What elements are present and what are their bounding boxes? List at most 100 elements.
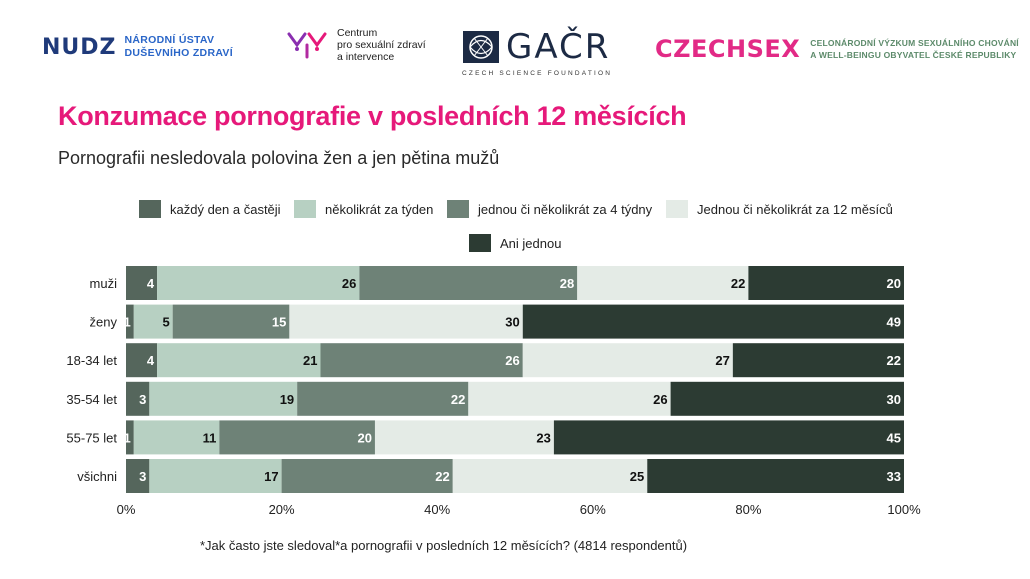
data-label: 30 bbox=[505, 315, 519, 330]
category-label: 35-54 let bbox=[66, 392, 117, 407]
data-label: 28 bbox=[560, 276, 574, 291]
x-tick-label: 80% bbox=[735, 502, 761, 517]
czechsex-logo-text: CELONÁRODNÍ VÝZKUM SEXUÁLNÍHO CHOVÁNÍ A … bbox=[810, 37, 1019, 61]
legend-item: Ani jednou bbox=[469, 234, 561, 252]
legend-label: Ani jednou bbox=[500, 235, 562, 251]
bar-segment bbox=[149, 381, 298, 416]
data-label: 20 bbox=[357, 430, 371, 445]
data-label: 4 bbox=[147, 276, 155, 291]
bar-segment bbox=[157, 266, 360, 300]
bar-segment bbox=[126, 304, 134, 339]
bar-segment bbox=[126, 266, 158, 300]
bar-segment bbox=[297, 381, 469, 416]
data-label: 1 bbox=[124, 315, 131, 330]
x-tick-label: 60% bbox=[580, 502, 606, 517]
category-label: všichni bbox=[77, 469, 117, 484]
czechsex-logo: CZECHSEX CELONÁRODNÍ VÝZKUM SEXUÁLNÍHO C… bbox=[655, 35, 1019, 63]
bar-segment bbox=[748, 266, 904, 300]
legend-item: několikrát za týden bbox=[294, 200, 433, 218]
bar-segment bbox=[289, 304, 523, 339]
nudz-line1: NÁRODNÍ ÚSTAV bbox=[124, 34, 215, 46]
data-label: 11 bbox=[203, 430, 217, 445]
legend-item: každý den a častěji bbox=[139, 200, 281, 218]
bar-segment bbox=[149, 459, 282, 493]
data-label: 5 bbox=[162, 315, 169, 330]
x-tick-label: 40% bbox=[424, 502, 450, 517]
bar-segment bbox=[577, 266, 749, 300]
gacr-logo-icon bbox=[463, 31, 499, 63]
data-label: 3 bbox=[139, 469, 146, 484]
chart-subtitle: Pornografii nesledovala polovina žen a j… bbox=[58, 148, 500, 168]
chart-footnote: *Jak často jste sledoval*a pornografii v… bbox=[200, 538, 688, 553]
bar-segment bbox=[553, 420, 904, 455]
data-label: 23 bbox=[536, 430, 550, 445]
x-tick-label: 0% bbox=[117, 502, 136, 517]
nudz-logo: NUDZ NÁRODNÍ ÚSTAV DUŠEVNÍHO ZDRAVÍ bbox=[42, 34, 233, 60]
logo-strip: NUDZ NÁRODNÍ ÚSTAV DUŠEVNÍHO ZDRAVÍ Cent… bbox=[0, 0, 1030, 90]
legend-swatch bbox=[139, 200, 161, 218]
bar-segment bbox=[468, 381, 671, 416]
data-label: 49 bbox=[887, 315, 901, 330]
gacr-logo-word: GAČR bbox=[506, 27, 611, 67]
bar-segment bbox=[522, 343, 733, 378]
data-label: 20 bbox=[887, 276, 901, 291]
data-label: 33 bbox=[887, 469, 901, 484]
gacr-logo-sub: CZECH SCIENCE FOUNDATION bbox=[462, 70, 613, 77]
czechsex-logo-word: CZECHSEX bbox=[655, 35, 801, 63]
data-label: 15 bbox=[272, 315, 286, 330]
data-label: 26 bbox=[505, 353, 519, 368]
legend-label: několikrát za týden bbox=[325, 201, 434, 217]
data-label: 1 bbox=[124, 430, 131, 445]
data-label: 21 bbox=[303, 353, 317, 368]
data-label: 26 bbox=[653, 392, 667, 407]
czechsex-line1: CELONÁRODNÍ VÝZKUM SEXUÁLNÍHO CHOVÁNÍ bbox=[810, 38, 1019, 48]
bar-segment bbox=[126, 381, 150, 416]
data-label: 17 bbox=[264, 469, 278, 484]
legend-swatch bbox=[447, 200, 469, 218]
legend-swatch bbox=[294, 200, 316, 218]
bar-segment bbox=[452, 459, 648, 493]
centrum-line3: a intervence bbox=[337, 51, 395, 63]
bar-segment bbox=[133, 420, 220, 455]
centrum-line2: pro sexuální zdraví bbox=[337, 39, 426, 51]
legend-label: Jednou či několikrát za 12 měsíců bbox=[697, 201, 893, 217]
legend-item: jednou či několikrát za 4 týdny bbox=[447, 200, 652, 218]
legend-label: každý den a častěji bbox=[170, 201, 281, 217]
legend-label: jednou či několikrát za 4 týdny bbox=[478, 201, 653, 217]
bar-segment bbox=[157, 343, 321, 378]
category-label: ženy bbox=[90, 315, 118, 330]
data-label: 19 bbox=[280, 392, 294, 407]
category-label: 55-75 let bbox=[66, 430, 117, 445]
data-label: 4 bbox=[147, 353, 155, 368]
bar-segment bbox=[359, 266, 578, 300]
nudz-logo-mark: NUDZ bbox=[42, 34, 117, 60]
nudz-logo-text: NÁRODNÍ ÚSTAV DUŠEVNÍHO ZDRAVÍ bbox=[125, 34, 233, 60]
czechsex-line2: A WELL-BEINGU OBYVATEL ČESKÉ REPUBLIKY bbox=[810, 50, 1017, 60]
bar-segment bbox=[219, 420, 375, 455]
legend-swatch bbox=[666, 200, 688, 218]
bar-segment bbox=[647, 459, 904, 493]
bar-segment bbox=[126, 459, 150, 493]
data-label: 22 bbox=[435, 469, 449, 484]
data-label: 3 bbox=[139, 392, 146, 407]
data-label: 22 bbox=[731, 276, 745, 291]
bar-segment bbox=[732, 343, 904, 378]
bar-segment bbox=[133, 304, 173, 339]
centrum-logo: Centrum pro sexuální zdraví a intervence bbox=[287, 27, 426, 63]
data-label: 26 bbox=[342, 276, 356, 291]
data-label: 45 bbox=[887, 430, 901, 445]
data-label: 22 bbox=[451, 392, 465, 407]
x-tick-label: 20% bbox=[269, 502, 295, 517]
bar-segment bbox=[126, 343, 158, 378]
bar-segment bbox=[172, 304, 290, 339]
data-label: 25 bbox=[630, 469, 644, 484]
bar-segment bbox=[670, 381, 904, 416]
legend-swatch bbox=[469, 234, 491, 252]
nudz-line2: DUŠEVNÍHO ZDRAVÍ bbox=[124, 47, 233, 59]
legend-item: Jednou či několikrát za 12 měsíců bbox=[666, 200, 893, 218]
chart-legend: každý den a častěji několikrát za týden je… bbox=[0, 197, 1030, 257]
centrum-logo-text: Centrum pro sexuální zdraví a intervence bbox=[337, 27, 426, 63]
bar-segment bbox=[522, 304, 904, 339]
category-label: muži bbox=[90, 276, 118, 291]
